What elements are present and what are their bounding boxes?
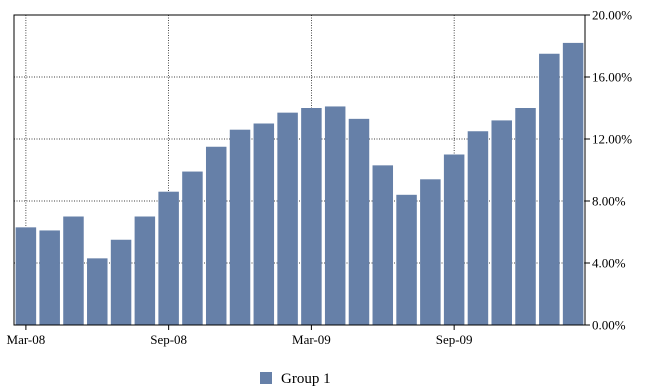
bar-jul-08	[110, 239, 132, 325]
bar-nov-09	[491, 120, 512, 326]
bar-jan-10	[539, 53, 560, 325]
bar-jan-09	[253, 123, 275, 325]
plot-area-border	[13, 14, 586, 326]
bar-jun-08	[87, 258, 108, 325]
bar-sep-08	[158, 191, 179, 325]
bar-feb-10	[562, 42, 584, 326]
bar-may-09	[348, 118, 370, 325]
bar-aug-09	[420, 179, 441, 325]
legend: Group 1	[260, 371, 331, 387]
bar-aug-08	[134, 216, 156, 325]
bar-may-08	[63, 216, 84, 325]
bar-dec-08	[229, 129, 251, 325]
bars	[15, 42, 584, 326]
y-tick-label: 4.00%	[592, 256, 626, 271]
y-tick-label: 20.00%	[592, 8, 632, 23]
bar-nov-08	[205, 146, 227, 325]
bar-mar-09	[301, 108, 322, 325]
x-tick-label: Sep-08	[150, 332, 187, 347]
bar-dec-09	[515, 108, 536, 325]
x-tick-label: Mar-08	[7, 332, 46, 347]
x-tick-label: Sep-09	[436, 332, 473, 347]
bar-oct-08	[182, 171, 203, 325]
legend-swatch	[260, 372, 272, 384]
legend-label: Group 1	[281, 371, 331, 387]
bar-sep-09	[443, 154, 465, 325]
x-tick-label: Mar-09	[292, 332, 331, 347]
bar-mar-08	[15, 227, 37, 325]
bar-oct-09	[467, 131, 489, 325]
y-tick-label: 0.00%	[592, 318, 626, 333]
bar-jun-09	[372, 165, 394, 325]
y-tick-label: 16.00%	[592, 70, 632, 85]
y-tick-label: 12.00%	[592, 132, 632, 147]
bar-jul-09	[396, 194, 417, 325]
y-axis-ticks: 0.00% 4.00% 8.00% 12.00% 16.00% 20.00%	[585, 8, 632, 333]
bar-apr-08	[39, 230, 60, 325]
bar-feb-09	[277, 112, 298, 326]
y-tick-label: 8.00%	[592, 194, 626, 209]
bar-apr-09	[324, 106, 346, 325]
x-axis-ticks: Mar-08 Sep-08 Mar-09 Sep-09	[7, 325, 473, 347]
